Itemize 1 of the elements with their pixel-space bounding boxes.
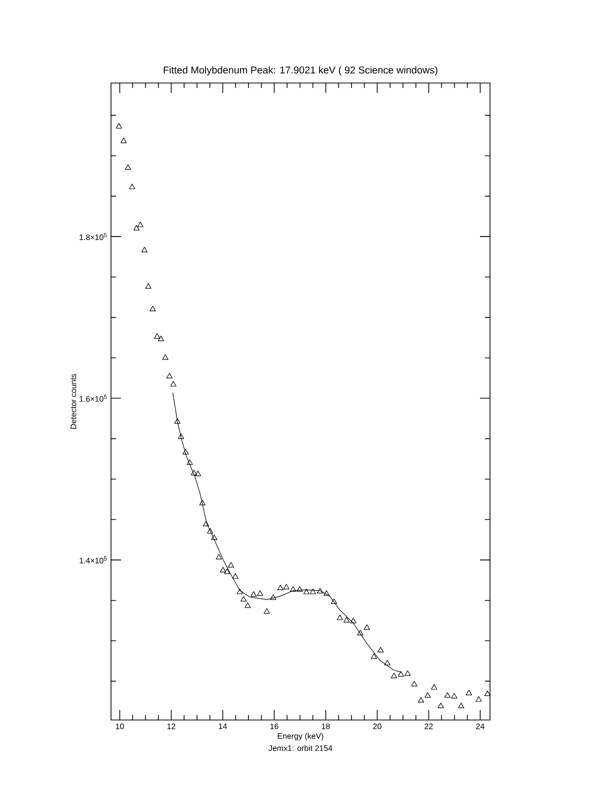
- chart-title: Fitted Molybdenum Peak: 17.9021 keV ( 92 Science windows): [164, 66, 438, 76]
